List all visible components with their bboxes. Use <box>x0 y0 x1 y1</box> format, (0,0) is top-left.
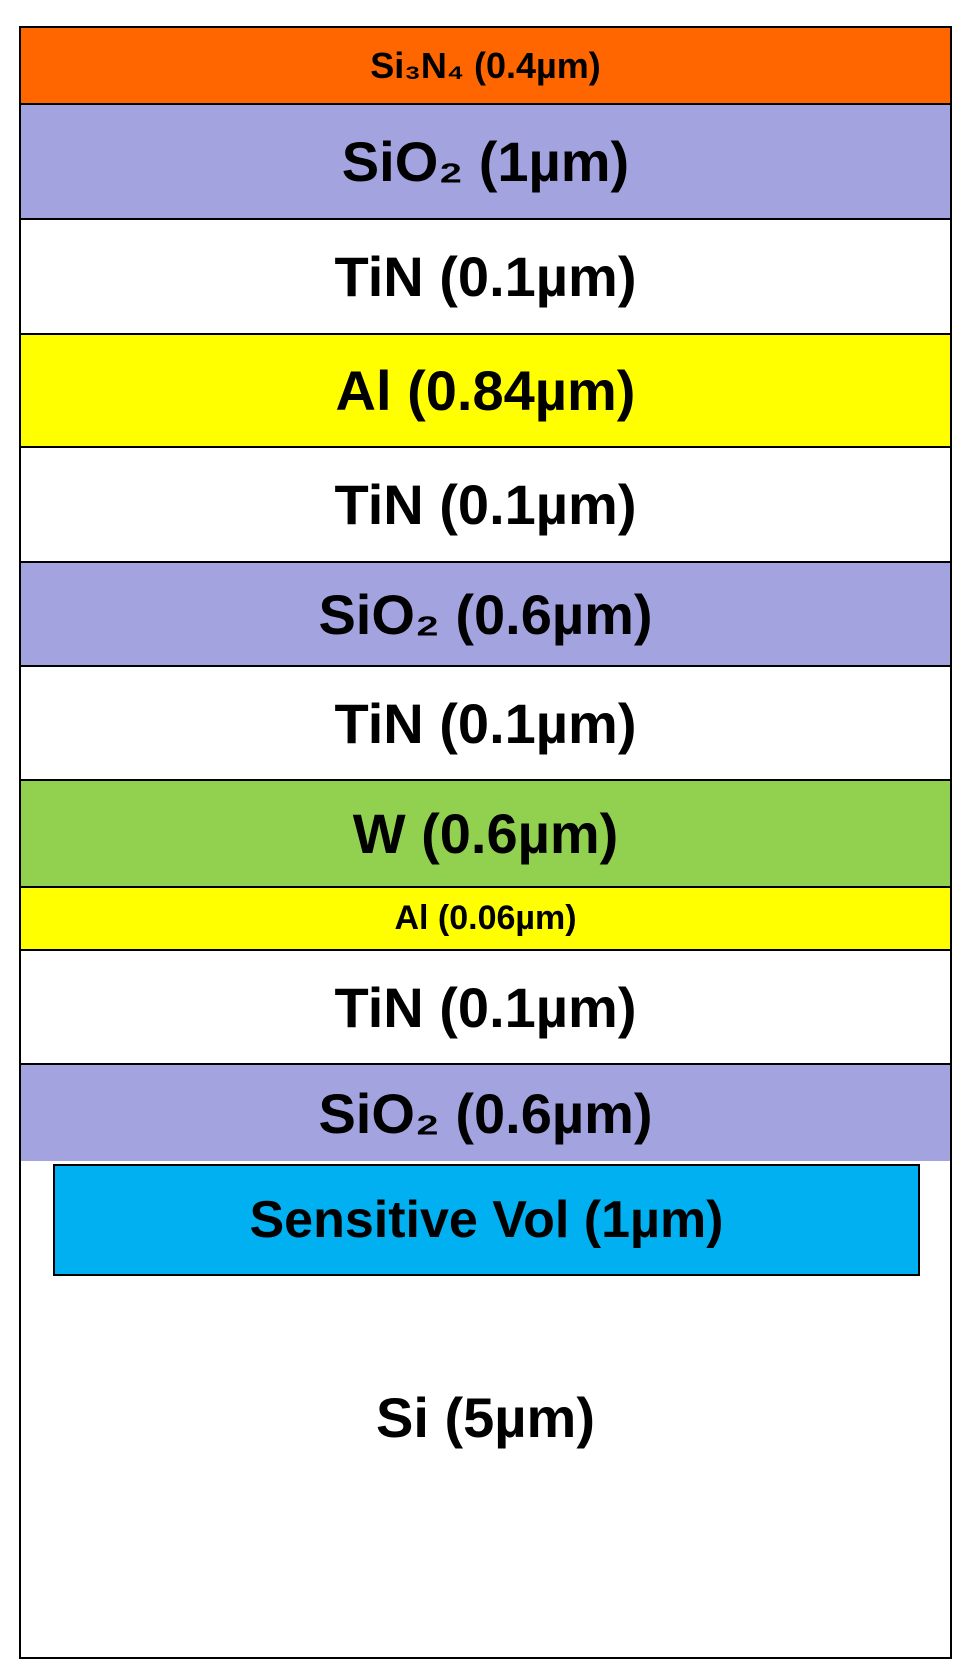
w-layer: W (0.6µm) <box>19 779 952 888</box>
layer-label: Al (0.06µm) <box>394 899 577 937</box>
al-layer: Al (0.06µm) <box>19 886 952 951</box>
layer-label: SiO₂ (0.6µm) <box>318 582 653 646</box>
layer-label: Sensitive Vol (1µm) <box>249 1191 724 1249</box>
si3n4-layer: Si₃N₄ (0.4µm) <box>19 26 952 105</box>
layer-label: W (0.6µm) <box>352 802 619 865</box>
layer-label: TiN (0.1µm) <box>334 975 637 1039</box>
layer-label: TiN (0.1µm) <box>334 245 637 308</box>
tin-layer: TiN (0.1µm) <box>19 665 952 781</box>
tin-layer: TiN (0.1µm) <box>19 949 952 1065</box>
sio2-layer: SiO₂ (0.6µm) <box>19 1063 952 1163</box>
layer-label: Si (5µm) <box>376 1386 595 1449</box>
layer-label: SiO₂ (0.6µm) <box>318 1081 653 1145</box>
tin-layer: TiN (0.1µm) <box>19 446 952 563</box>
layer-label: Al (0.84µm) <box>335 359 636 422</box>
layer-label: SiO₂ (1µm) <box>341 130 630 193</box>
tin-layer: TiN (0.1µm) <box>19 218 952 335</box>
sio2-layer: SiO₂ (0.6µm) <box>19 561 952 667</box>
layer-label: TiN (0.1µm) <box>334 473 637 536</box>
layer-label: Si₃N₄ (0.4µm) <box>370 44 601 86</box>
layer-label: TiN (0.1µm) <box>334 691 637 755</box>
al-layer: Al (0.84µm) <box>19 333 952 448</box>
sio2-layer: SiO₂ (1µm) <box>19 103 952 220</box>
sensitive-volume: Sensitive Vol (1µm) <box>53 1164 920 1276</box>
